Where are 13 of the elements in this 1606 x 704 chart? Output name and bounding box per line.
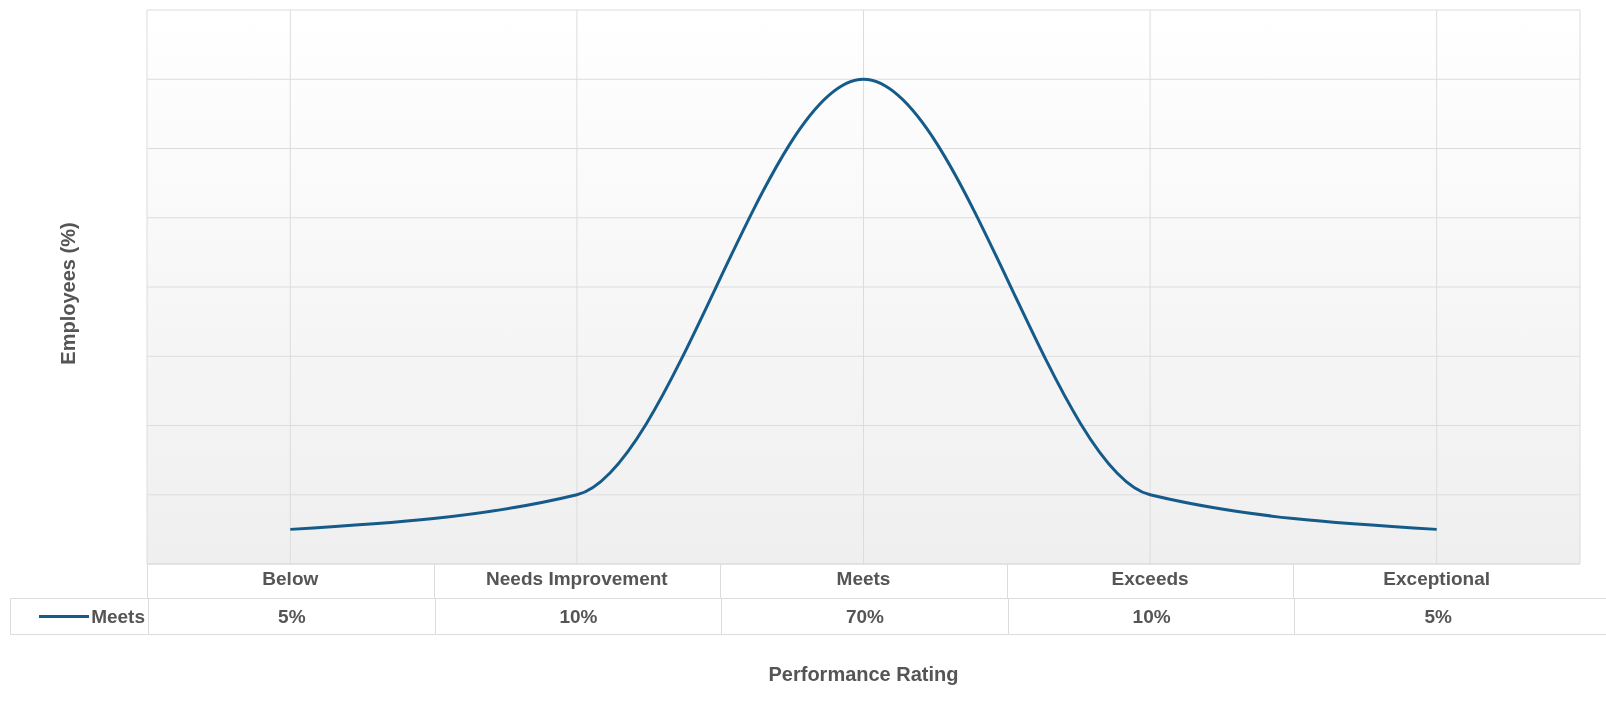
data-label: 5% [148,599,435,634]
data-label: 10% [1007,599,1295,634]
data-label: 70% [721,599,1008,634]
data-label: 10% [434,599,722,634]
x-tick-label: Meets [836,568,891,590]
x-tick-label: Below [262,568,319,590]
data-label: 5% [1294,599,1581,634]
legend-label: Meets [91,605,145,628]
x-axis-title: Performance Rating [767,663,960,686]
y-axis-title: Employees (%) [56,221,80,367]
x-tick-label: Exceeds [1111,568,1189,590]
x-tick-label: Exceptional [1383,568,1491,590]
x-tick-label: Needs Improvement [486,568,669,590]
